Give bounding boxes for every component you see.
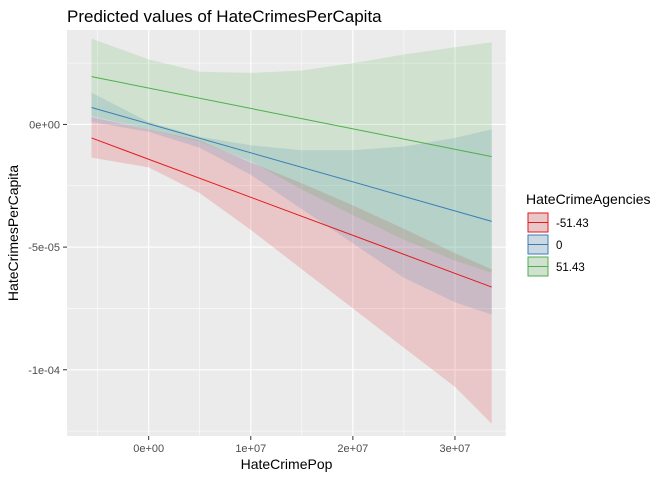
confidence-band <box>91 38 492 273</box>
axes: 0e+00 1e+07 2e+07 3e+07 0e+00 -5e-05 -1e-04 <box>28 119 470 455</box>
plot-panel <box>67 30 506 436</box>
confidence-bands <box>91 38 492 424</box>
series-line <box>91 76 492 158</box>
series-line <box>91 107 492 222</box>
legend: HateCrimeAgencies -51.43 0 51.43 <box>526 191 651 278</box>
y-tick-label: -5e-05 <box>28 242 60 254</box>
y-tick-label: 0e+00 <box>29 119 60 131</box>
y-tick-label: -1e-04 <box>28 365 60 377</box>
legend-label: 51.43 <box>556 262 585 274</box>
confidence-band <box>91 92 492 315</box>
x-tick-label: 0e+00 <box>133 443 164 455</box>
series-line <box>91 137 492 288</box>
legend-title: HateCrimeAgencies <box>526 191 651 207</box>
x-tick-label: 3e+07 <box>440 443 471 455</box>
x-tick-label: 1e+07 <box>235 443 266 455</box>
confidence-band <box>91 117 492 424</box>
chart-title: Predicted values of HateCrimesPerCapita <box>67 7 382 26</box>
x-axis-title: HateCrimePop <box>241 456 333 472</box>
x-tick-label: 2e+07 <box>337 443 368 455</box>
legend-label: -51.43 <box>556 218 589 230</box>
prediction-lines <box>91 76 492 288</box>
y-axis-title: HateCrimesPerCapita <box>5 165 21 301</box>
gridlines <box>67 30 507 436</box>
legend-label: 0 <box>556 240 562 252</box>
